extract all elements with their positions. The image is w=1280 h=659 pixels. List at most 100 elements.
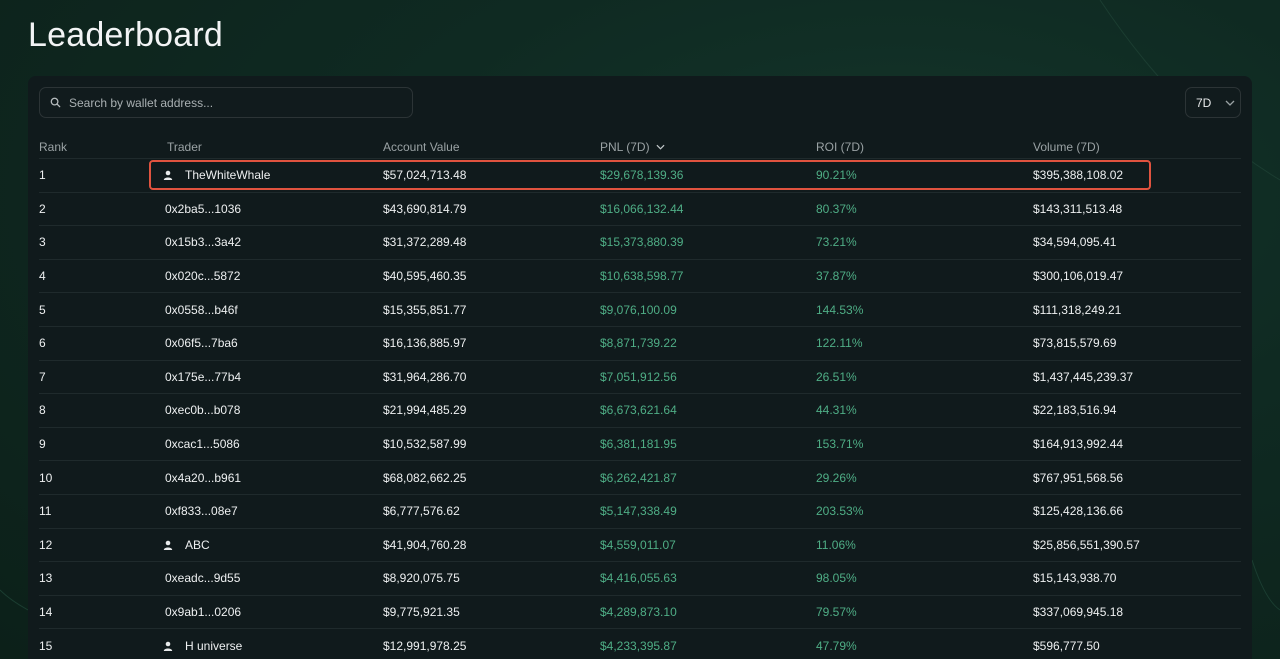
- volume-cell: $143,311,513.48: [1033, 201, 1123, 216]
- roi-cell: 153.71%: [816, 437, 864, 452]
- trader-cell[interactable]: 0xeadc...9d55: [165, 571, 241, 586]
- trader-cell[interactable]: 0x175e...77b4: [165, 369, 242, 384]
- table-row[interactable]: 4 0x020c...5872 $40,595,460.35 $10,638,5…: [39, 258, 1241, 293]
- rank-cell: 8: [39, 403, 46, 418]
- table-row[interactable]: 9 0xcac1...5086 $10,532,587.99 $6,381,18…: [39, 426, 1241, 461]
- table-body: 1 TheWhiteWhale $57,024,713.48 $29,678,1…: [39, 158, 1241, 659]
- roi-cell: 79.57%: [816, 605, 857, 620]
- rank-cell: 14: [39, 605, 53, 620]
- search-box[interactable]: [39, 87, 413, 118]
- header-volume[interactable]: Volume (7D): [1033, 140, 1100, 154]
- table-row[interactable]: 10 0x4a20...b961 $68,082,662.25 $6,262,4…: [39, 460, 1241, 494]
- pnl-cell: $5,147,338.49: [600, 504, 677, 519]
- table-row[interactable]: 3 0x15b3...3a42 $31,372,289.48 $15,373,8…: [39, 225, 1241, 259]
- roi-cell: 90.21%: [816, 168, 857, 183]
- rank-cell: 2: [39, 201, 46, 216]
- pnl-cell: $6,381,181.95: [600, 437, 677, 452]
- account-value-cell: $10,532,587.99: [383, 437, 467, 452]
- roi-cell: 47.79%: [816, 638, 857, 653]
- pnl-cell: $4,289,873.10: [600, 605, 677, 620]
- user-icon: [163, 540, 173, 550]
- trader-cell[interactable]: 0x15b3...3a42: [165, 235, 242, 250]
- table-row[interactable]: 1 TheWhiteWhale $57,024,713.48 $29,678,1…: [39, 158, 1241, 192]
- rank-cell: 4: [39, 269, 46, 284]
- account-value-cell: $15,355,851.77: [383, 302, 467, 317]
- roi-cell: 26.51%: [816, 369, 857, 384]
- roi-cell: 44.31%: [816, 403, 857, 418]
- trader-name: TheWhiteWhale: [185, 168, 271, 183]
- trader-cell[interactable]: 0x06f5...7ba6: [165, 336, 238, 351]
- table-row[interactable]: 11 0xf833...08e7 $6,777,576.62 $5,147,33…: [39, 493, 1241, 528]
- user-icon: [163, 641, 173, 651]
- table-row[interactable]: 14 0x9ab1...0206 $9,775,921.35 $4,289,87…: [39, 594, 1241, 629]
- header-account-value[interactable]: Account Value: [383, 140, 460, 154]
- rank-cell: 11: [39, 504, 52, 519]
- account-value-cell: $40,595,460.35: [383, 269, 467, 284]
- volume-cell: $73,815,579.69: [1033, 336, 1117, 351]
- account-value-cell: $12,991,978.25: [383, 638, 467, 653]
- roi-cell: 144.53%: [816, 302, 864, 317]
- trader-cell[interactable]: 0x020c...5872: [165, 269, 241, 284]
- volume-cell: $164,913,992.44: [1033, 437, 1124, 452]
- trader-cell[interactable]: TheWhiteWhale: [163, 168, 270, 182]
- table-header: Rank Trader Account Value PNL (7D) ROI (…: [39, 140, 1241, 158]
- account-value-cell: $9,775,921.35: [383, 605, 460, 620]
- trader-cell[interactable]: 0x4a20...b961: [165, 470, 242, 485]
- user-icon: [163, 170, 173, 181]
- table-row[interactable]: 8 0xec0b...b078 $21,994,485.29 $6,673,62…: [39, 393, 1241, 427]
- trader-cell[interactable]: 0x9ab1...0206: [165, 605, 242, 620]
- pnl-cell: $7,051,912.56: [600, 369, 677, 384]
- table-row[interactable]: 13 0xeadc...9d55 $8,920,075.75 $4,416,05…: [39, 561, 1241, 595]
- trader-cell[interactable]: H universe: [163, 639, 242, 653]
- pnl-cell: $6,673,621.64: [600, 403, 677, 418]
- roi-cell: 11.06%: [816, 537, 856, 552]
- pnl-cell: $4,233,395.87: [600, 638, 677, 653]
- header-rank[interactable]: Rank: [39, 140, 68, 154]
- roi-cell: 73.21%: [816, 235, 857, 250]
- pnl-cell: $8,871,739.22: [600, 336, 677, 351]
- table-row[interactable]: 2 0x2ba5...1036 $43,690,814.79 $16,066,1…: [39, 191, 1241, 226]
- table-row[interactable]: 15 H universe $12,991,978.25 $4,233,395.…: [39, 628, 1241, 659]
- pnl-cell: $10,638,598.77: [600, 269, 684, 284]
- search-input[interactable]: [69, 95, 389, 110]
- header-trader[interactable]: Trader: [167, 140, 202, 154]
- volume-cell: $1,437,445,239.37: [1033, 369, 1134, 384]
- volume-cell: $395,388,108.02: [1033, 168, 1124, 183]
- volume-cell: $337,069,945.18: [1033, 605, 1124, 620]
- rank-cell: 15: [39, 638, 53, 653]
- trader-cell[interactable]: 0xf833...08e7: [165, 504, 238, 519]
- roi-cell: 98.05%: [816, 571, 857, 586]
- table-row[interactable]: 5 0x0558...b46f $15,355,851.77 $9,076,10…: [39, 292, 1241, 326]
- volume-cell: $15,143,938.70: [1033, 571, 1117, 586]
- volume-cell: $596,777.50: [1033, 638, 1100, 653]
- volume-cell: $25,856,551,390.57: [1033, 537, 1140, 552]
- trader-cell[interactable]: ABC: [163, 538, 210, 552]
- trader-cell[interactable]: 0x2ba5...1036: [165, 201, 242, 216]
- period-select[interactable]: 7D: [1185, 87, 1241, 118]
- volume-cell: $300,106,019.47: [1033, 269, 1124, 284]
- trader-cell[interactable]: 0xcac1...5086: [165, 437, 240, 452]
- rank-cell: 1: [39, 168, 46, 183]
- pnl-cell: $29,678,139.36: [600, 168, 684, 183]
- table-row[interactable]: 7 0x175e...77b4 $31,964,286.70 $7,051,91…: [39, 359, 1241, 394]
- trader-name: H universe: [185, 638, 243, 653]
- volume-cell: $111,318,249.21: [1033, 302, 1122, 317]
- header-roi[interactable]: ROI (7D): [816, 140, 864, 154]
- chevron-down-icon: [1225, 100, 1235, 106]
- trader-cell[interactable]: 0x0558...b46f: [165, 302, 238, 317]
- account-value-cell: $68,082,662.25: [383, 470, 467, 485]
- trader-cell[interactable]: 0xec0b...b078: [165, 403, 241, 418]
- roi-cell: 80.37%: [816, 201, 857, 216]
- table-row[interactable]: 6 0x06f5...7ba6 $16,136,885.97 $8,871,73…: [39, 325, 1241, 360]
- period-select-value: 7D: [1196, 95, 1212, 110]
- account-value-cell: $43,690,814.79: [383, 201, 467, 216]
- rank-cell: 6: [39, 336, 46, 351]
- table-row[interactable]: 12 ABC $41,904,760.28 $4,559,011.07 11.0…: [39, 527, 1241, 562]
- rank-cell: 9: [39, 437, 46, 452]
- rank-cell: 7: [39, 369, 46, 384]
- roi-cell: 29.26%: [816, 470, 857, 485]
- account-value-cell: $57,024,713.48: [383, 168, 467, 183]
- sort-desc-icon: [656, 144, 665, 150]
- header-pnl[interactable]: PNL (7D): [600, 140, 665, 154]
- roi-cell: 203.53%: [816, 504, 864, 519]
